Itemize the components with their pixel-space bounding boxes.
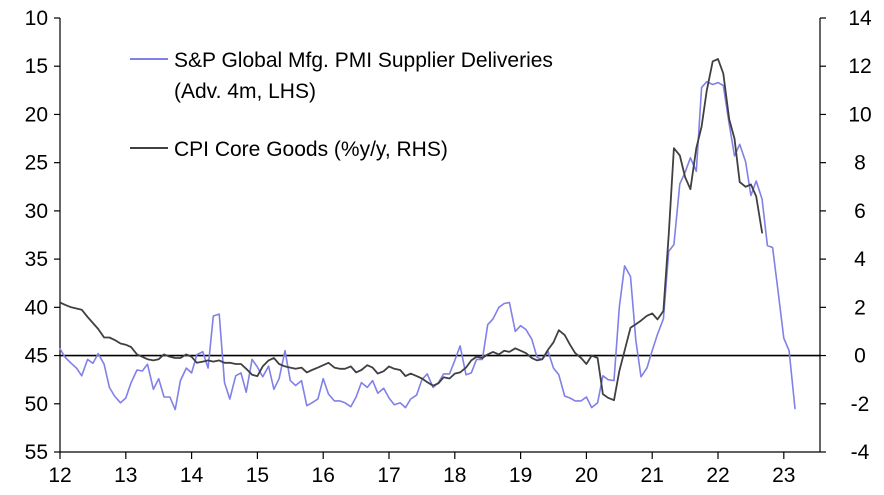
left-tick-label: 15	[25, 55, 48, 78]
right-tick-label: 12	[848, 55, 871, 78]
series-line-pmi-supplier-deliveries	[59, 80, 796, 411]
legend-label-pmi-line1: S&P Global Mfg. PMI Supplier Deliveries	[174, 49, 553, 72]
chart-axes	[59, 18, 821, 453]
x-tick-label: 18	[443, 464, 466, 487]
legend-label-cpi: CPI Core Goods (%y/y, RHS)	[174, 138, 448, 161]
right-tick-label: 14	[848, 7, 872, 30]
left-tick-label: 20	[25, 103, 48, 126]
x-tick-label: 16	[312, 464, 335, 487]
right-tick-label: 8	[854, 152, 866, 175]
x-tick-label: 19	[509, 464, 532, 487]
legend-entry-pmi: S&P Global Mfg. PMI Supplier Deliveries …	[130, 49, 553, 103]
left-tick-label: 10	[25, 7, 48, 30]
left-tick-label: 30	[25, 200, 48, 223]
x-tick-label: 23	[772, 464, 795, 487]
left-tick-label: 50	[25, 393, 48, 416]
x-tick-label: 22	[706, 464, 729, 487]
x-tick-label: 12	[48, 464, 71, 487]
series-layer	[59, 58, 796, 411]
left-tick-label: 45	[25, 345, 48, 368]
legend: S&P Global Mfg. PMI Supplier Deliveries …	[130, 49, 553, 161]
right-tick-label: 4	[854, 248, 866, 271]
left-axis-ticks: 10 15 20 25 30 35 40 45 50 55	[25, 7, 60, 464]
x-axis-ticks: 12 13 14 15 16 17 18 19 20 21 22 23	[48, 452, 795, 487]
right-tick-label: 6	[854, 200, 866, 223]
x-tick-label: 14	[180, 464, 204, 487]
right-tick-label: 0	[854, 345, 866, 368]
right-tick-label: 2	[854, 296, 866, 319]
legend-entry-cpi: CPI Core Goods (%y/y, RHS)	[130, 138, 448, 161]
left-tick-label: 40	[25, 296, 48, 319]
x-tick-label: 17	[377, 464, 400, 487]
x-tick-label: 20	[575, 464, 598, 487]
right-tick-label: -4	[851, 441, 870, 464]
series-line-cpi-core-goods	[59, 58, 763, 402]
left-tick-label: 55	[25, 441, 48, 464]
x-tick-label: 21	[641, 464, 664, 487]
left-tick-label: 35	[25, 248, 48, 271]
right-tick-label: 10	[848, 103, 871, 126]
x-tick-label: 15	[246, 464, 269, 487]
right-tick-label: -2	[851, 393, 870, 416]
left-tick-label: 25	[25, 152, 48, 175]
legend-label-pmi-line2: (Adv. 4m, LHS)	[174, 80, 316, 103]
right-axis-ticks: -4 -2 0 2 4 6 8 10 12 14	[820, 7, 872, 464]
x-tick-label: 13	[114, 464, 137, 487]
